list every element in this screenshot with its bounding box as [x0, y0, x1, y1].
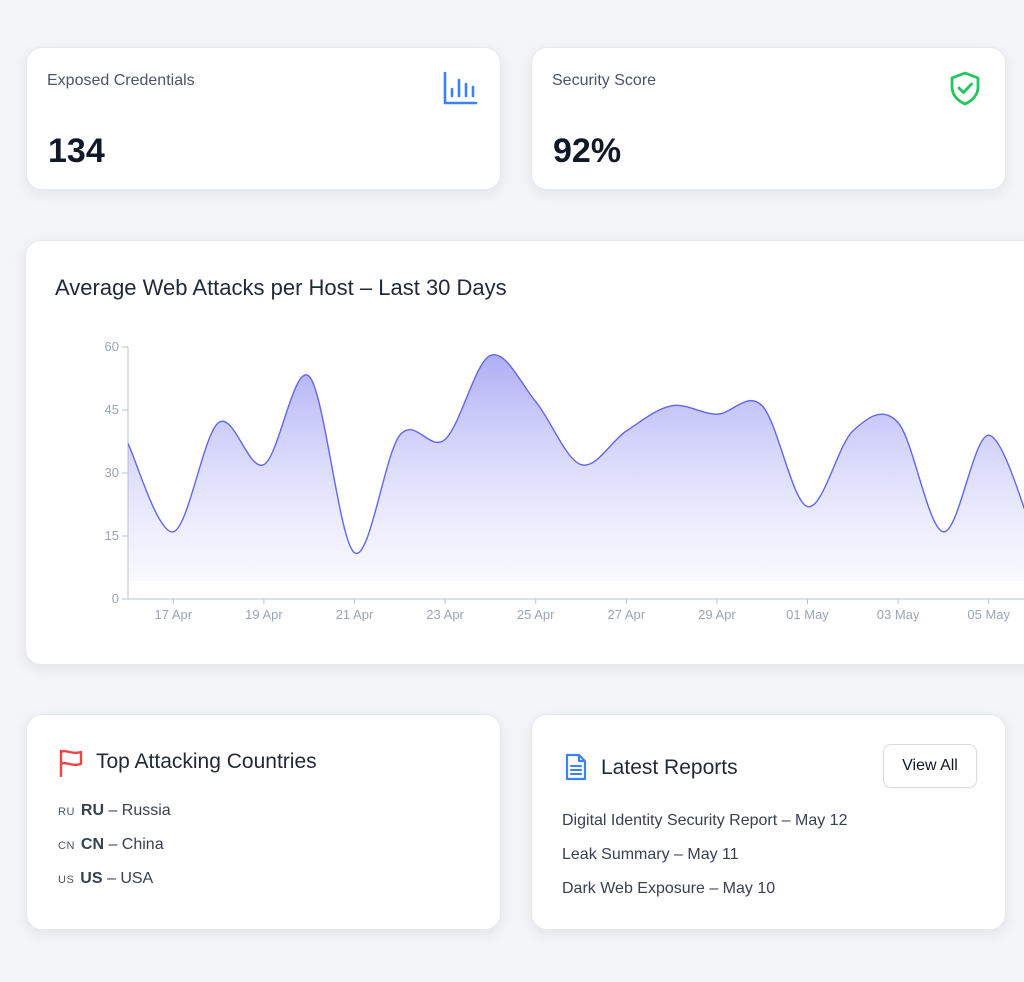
y-tick-label: 60	[105, 339, 119, 354]
country-flag: RU	[58, 806, 75, 818]
country-name: – USA	[106, 870, 154, 887]
data-point	[216, 420, 222, 426]
area-chart: 0 15 30 45 60 17 Apr 19 Apr 21 Apr 23 Apr 25 Apr…	[105, 339, 1024, 622]
data-point	[487, 352, 493, 358]
data-point	[669, 403, 675, 409]
data-point	[940, 529, 946, 535]
report-link[interactable]: Dark Web Exposure – May 10	[562, 880, 776, 897]
data-point	[578, 462, 584, 468]
y-tick-label: 45	[105, 402, 119, 417]
data-point	[442, 436, 448, 442]
x-tick-label: 19 Apr	[245, 607, 283, 622]
report-link[interactable]: Digital Identity Security Report – May 1…	[562, 812, 848, 829]
security-score-card: Security Score 92%	[531, 47, 1006, 190]
x-tick-label: 05 May	[967, 607, 1010, 622]
list-item: RU RU – Russia	[58, 802, 171, 820]
country-code: US	[80, 870, 103, 887]
document-icon	[565, 753, 587, 781]
stat-value: 134	[48, 132, 105, 170]
data-point	[714, 411, 720, 417]
y-tick-label: 15	[105, 528, 119, 543]
report-link[interactable]: Leak Summary – May 11	[562, 846, 739, 863]
list-item: US US – USA	[58, 870, 153, 888]
data-point	[352, 550, 358, 556]
area-fill	[128, 354, 1024, 581]
flag-icon	[59, 749, 83, 777]
section-title: Top Attacking Countries	[96, 750, 317, 773]
bar-chart-icon	[443, 71, 478, 105]
y-tick-label: 0	[112, 591, 119, 606]
data-point	[125, 441, 131, 447]
data-point	[397, 432, 403, 438]
data-point	[850, 428, 856, 434]
x-tick-label: 03 May	[877, 607, 920, 622]
web-attacks-chart-card: Average Web Attacks per Host – Last 30 D…	[25, 240, 1024, 665]
top-attacking-countries-card: Top Attacking Countries RU RU – Russia CN…	[26, 714, 501, 930]
shield-check-icon	[950, 71, 980, 106]
list-item: CN CN – China	[58, 836, 164, 854]
data-point	[895, 420, 901, 426]
stat-label: Security Score	[552, 72, 657, 89]
exposed-credentials-card: Exposed Credentials 134	[26, 47, 501, 190]
latest-reports-card: Latest Reports View All Digital Identity…	[531, 714, 1006, 930]
data-point	[533, 399, 539, 405]
x-tick-label: 21 Apr	[336, 607, 374, 622]
x-tick-label: 17 Apr	[155, 607, 193, 622]
data-point	[623, 428, 629, 434]
data-point	[306, 373, 312, 379]
chart-title: Average Web Attacks per Host – Last 30 D…	[55, 275, 507, 300]
data-point	[170, 529, 176, 535]
x-tick-label: 23 Apr	[426, 607, 464, 622]
series-line	[127, 354, 1024, 554]
data-point	[986, 432, 992, 438]
country-code: CN	[80, 836, 104, 853]
data-point	[759, 403, 765, 409]
data-point	[261, 462, 267, 468]
country-flag: US	[58, 874, 75, 886]
view-all-button[interactable]: View All	[883, 744, 977, 788]
stat-label: Exposed Credentials	[47, 72, 195, 89]
country-name: – China	[108, 836, 164, 853]
country-flag: CN	[58, 840, 75, 852]
data-point	[805, 504, 811, 510]
y-tick-label: 30	[105, 465, 119, 480]
stat-value: 92%	[553, 132, 622, 170]
x-tick-label: 29 Apr	[698, 607, 736, 622]
country-name: – Russia	[108, 802, 171, 819]
x-tick-label: 27 Apr	[608, 607, 646, 622]
country-code: RU	[80, 802, 104, 819]
section-title: Latest Reports	[601, 756, 738, 779]
x-tick-label: 25 Apr	[517, 607, 555, 622]
x-tick-label: 01 May	[786, 607, 829, 622]
